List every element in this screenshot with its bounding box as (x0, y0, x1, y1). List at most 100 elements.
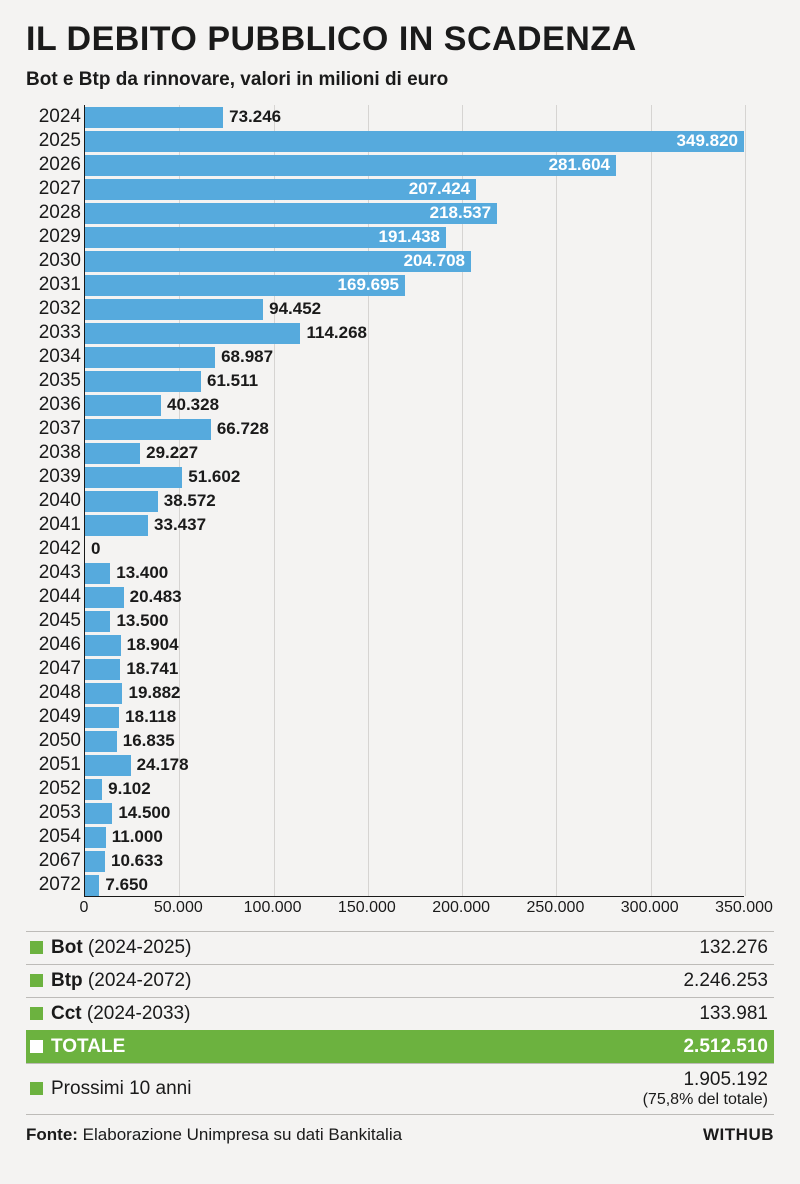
bar-row: 203561.511 (85, 369, 744, 393)
year-label: 2029 (27, 226, 81, 248)
bar-row: 204819.882 (85, 681, 744, 705)
year-label: 2038 (27, 442, 81, 464)
bar-value: 18.904 (127, 635, 179, 655)
bar (85, 347, 215, 368)
bar-value: 349.820 (677, 131, 738, 151)
bar-row: 205016.835 (85, 729, 744, 753)
year-label: 2026 (27, 154, 81, 176)
bar-value: 207.424 (409, 179, 470, 199)
legend-marker-icon (30, 974, 43, 987)
year-label: 2052 (27, 778, 81, 800)
bar-value: 11.000 (112, 827, 163, 847)
bar (85, 779, 102, 800)
x-tick-label: 50.000 (154, 899, 203, 917)
bar (85, 491, 158, 512)
summary-row: Prossimi 10 anni1.905.192(75,8% del tota… (26, 1063, 774, 1115)
x-tick-label: 200.000 (432, 899, 490, 917)
bar (85, 443, 140, 464)
bar-value: 0 (91, 539, 100, 559)
bar: 218.537 (85, 203, 497, 224)
bar-value: 281.604 (549, 155, 610, 175)
year-label: 2034 (27, 346, 81, 368)
source-label: Fonte: (26, 1125, 78, 1144)
bar-value: 9.102 (108, 779, 151, 799)
summary-row-value: 2.512.510 (683, 1036, 768, 1058)
summary-row-name: Cct (2024-2033) (51, 1003, 190, 1025)
bar (85, 587, 124, 608)
bar-row: 204038.572 (85, 489, 744, 513)
bar (85, 731, 117, 752)
bar-row: 20420 (85, 537, 744, 561)
bar (85, 467, 182, 488)
bar-value: 13.500 (116, 611, 168, 631)
bar-row: 20727.650 (85, 873, 744, 897)
year-label: 2072 (27, 874, 81, 896)
bar-row: 2033114.268 (85, 321, 744, 345)
bar-row: 206710.633 (85, 849, 744, 873)
year-label: 2047 (27, 658, 81, 680)
summary-row-value: 132.276 (699, 937, 768, 959)
bar-row: 204420.483 (85, 585, 744, 609)
summary-row-name: Bot (2024-2025) (51, 937, 191, 959)
bar (85, 659, 120, 680)
bar (85, 323, 300, 344)
bar-row: 203294.452 (85, 297, 744, 321)
bar-value: 169.695 (338, 275, 399, 295)
year-label: 2044 (27, 586, 81, 608)
bar-value: 33.437 (154, 515, 206, 535)
x-axis: 050.000100.000150.000200.000250.000300.0… (84, 897, 744, 921)
bar-value: 14.500 (118, 803, 170, 823)
year-label: 2050 (27, 730, 81, 752)
year-label: 2067 (27, 850, 81, 872)
summary-row-value: 133.981 (699, 1003, 768, 1025)
summary-row: Btp (2024-2072)2.246.253 (26, 964, 774, 997)
x-tick-label: 150.000 (338, 899, 396, 917)
bar-row: 204618.904 (85, 633, 744, 657)
bar (85, 395, 161, 416)
bar (85, 803, 112, 824)
bar-row: 204918.118 (85, 705, 744, 729)
summary-row-subvalue: (75,8% del totale) (643, 1091, 768, 1109)
summary-row-value: 2.246.253 (683, 970, 768, 992)
summary-row-name: TOTALE (51, 1036, 125, 1058)
bar-value: 18.741 (126, 659, 178, 679)
summary-table: Bot (2024-2025) 132.276 Btp (2024-2072)2.2… (26, 931, 774, 1115)
year-label: 2035 (27, 370, 81, 392)
year-label: 2025 (27, 130, 81, 152)
bar-row: 2028218.537 (85, 201, 744, 225)
bar (85, 611, 110, 632)
bar-row: 203951.602 (85, 465, 744, 489)
x-tick-label: 300.000 (621, 899, 679, 917)
year-label: 2054 (27, 826, 81, 848)
year-label: 2037 (27, 418, 81, 440)
bar-row: 204718.741 (85, 657, 744, 681)
grid-line (745, 105, 746, 896)
bar-value: 218.537 (430, 203, 491, 223)
year-label: 2043 (27, 562, 81, 584)
summary-row: Cct (2024-2033) 133.981 (26, 997, 774, 1030)
bar-value: 51.602 (188, 467, 240, 487)
bar (85, 755, 131, 776)
bar-row: 204313.400 (85, 561, 744, 585)
x-tick-label: 0 (80, 899, 89, 917)
bar: 349.820 (85, 131, 744, 152)
bar-row: 205314.500 (85, 801, 744, 825)
year-label: 2046 (27, 634, 81, 656)
bar-row: 2027207.424 (85, 177, 744, 201)
chart-subtitle: Bot e Btp da rinnovare, valori in milion… (26, 69, 774, 91)
legend-marker-icon (30, 1082, 43, 1095)
bar (85, 371, 201, 392)
bar-value: 29.227 (146, 443, 198, 463)
year-label: 2040 (27, 490, 81, 512)
year-label: 2053 (27, 802, 81, 824)
x-tick-label: 250.000 (527, 899, 585, 917)
bar-row: 2025349.820 (85, 129, 744, 153)
bar-value: 38.572 (164, 491, 216, 511)
chart-title: IL DEBITO PUBBLICO IN SCADENZA (26, 20, 774, 59)
bar-value: 40.328 (167, 395, 219, 415)
source-line: Fonte: Elaborazione Unimpresa su dati Ba… (26, 1125, 402, 1145)
bar-value: 16.835 (123, 731, 175, 751)
bar (85, 827, 106, 848)
summary-row-name: Prossimi 10 anni (51, 1078, 191, 1100)
bar-row: 203640.328 (85, 393, 744, 417)
